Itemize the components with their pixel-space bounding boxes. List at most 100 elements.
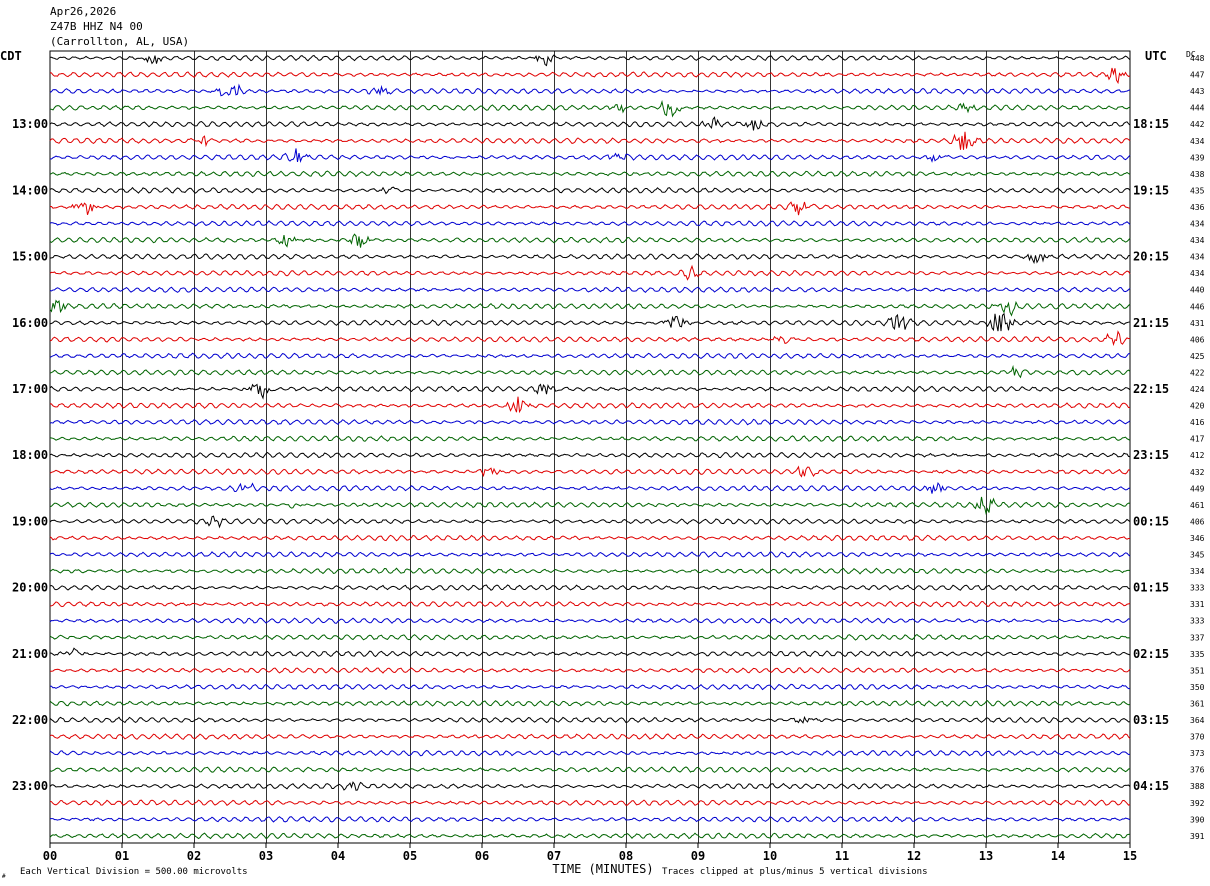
dc-offset-label: 434	[1190, 137, 1205, 146]
right-hour-label: 03:15	[1133, 713, 1169, 727]
right-hour-label: 20:15	[1133, 250, 1169, 264]
dc-offset-label: 406	[1190, 517, 1205, 526]
dc-offset-label: 434	[1190, 236, 1205, 245]
dc-offset-label: 448	[1190, 54, 1205, 63]
dc-offset-label: 370	[1190, 733, 1205, 742]
seismic-trace	[49, 617, 1131, 624]
x-tick-label: 06	[475, 849, 489, 863]
seismic-trace	[49, 131, 1131, 150]
seismic-trace	[49, 286, 1131, 294]
dc-offset-label: 447	[1190, 71, 1205, 80]
seismic-trace	[49, 220, 1131, 227]
right-hour-label: 04:15	[1133, 779, 1169, 793]
seismic-trace	[49, 186, 1131, 195]
dc-offset-label: 444	[1190, 104, 1205, 113]
seismic-trace	[49, 496, 1131, 516]
seismic-trace	[49, 253, 1131, 265]
dc-offset-label: 333	[1190, 584, 1205, 593]
plot-frame	[49, 50, 1131, 844]
dc-offset-label: 432	[1190, 468, 1205, 477]
left-hour-label: 15:00	[12, 250, 48, 264]
corner-mark: #	[2, 873, 6, 880]
right-hour-label: 22:15	[1133, 382, 1169, 396]
right-hour-label: 00:15	[1133, 514, 1169, 528]
seismic-trace	[49, 264, 1131, 281]
x-tick-label: 04	[331, 849, 345, 863]
dc-offset-label: 417	[1190, 435, 1205, 444]
x-tick-label: 13	[979, 849, 993, 863]
dc-offset-label: 420	[1190, 402, 1205, 411]
dc-offset-label: 461	[1190, 501, 1205, 510]
seismic-trace	[49, 99, 1131, 118]
scale-note: Each Vertical Division = 500.00 microvol…	[20, 867, 248, 877]
dc-offset-label: 350	[1190, 683, 1205, 692]
dc-offset-label: 390	[1190, 815, 1205, 824]
left-hour-label: 16:00	[12, 316, 48, 330]
seismic-trace	[49, 233, 1131, 248]
dc-offset-label: 416	[1190, 418, 1205, 427]
dc-offset-label: 392	[1190, 799, 1205, 808]
right-hour-label: 23:15	[1133, 448, 1169, 462]
plot-date: Apr26,2026	[50, 5, 117, 18]
dc-offset-label: 425	[1190, 352, 1205, 361]
x-tick-label: 02	[187, 849, 201, 863]
seismic-trace	[49, 148, 1131, 163]
dc-offset-label: 412	[1190, 451, 1205, 460]
station-id: Z47B HHZ N4 00	[50, 20, 143, 33]
dc-header-label: DC	[1186, 50, 1196, 59]
dc-offset-label: 434	[1190, 253, 1205, 262]
x-tick-label: 15	[1123, 849, 1137, 863]
right-hour-label: 02:15	[1133, 647, 1169, 661]
seismic-trace	[49, 700, 1131, 707]
seismic-trace	[49, 364, 1131, 379]
seismic-trace	[49, 396, 1131, 414]
dc-offset-label: 434	[1190, 269, 1205, 278]
seismic-trace	[49, 715, 1131, 724]
seismic-trace	[49, 667, 1131, 674]
seismic-trace	[49, 551, 1131, 558]
seismic-trace	[49, 567, 1131, 575]
seismic-trace	[49, 54, 1131, 67]
dc-offset-label: 439	[1190, 153, 1205, 162]
left-hour-label: 21:00	[12, 647, 48, 661]
dc-offset-label: 346	[1190, 534, 1205, 543]
seismic-trace	[49, 515, 1131, 529]
seismic-trace	[49, 330, 1131, 347]
dc-offset-label: 337	[1190, 633, 1205, 642]
left-timezone-label: CDT	[0, 49, 22, 63]
dc-offset-label: 443	[1190, 87, 1205, 96]
dc-offset-label: 434	[1190, 220, 1205, 229]
dc-offset-label: 361	[1190, 699, 1205, 708]
x-tick-label: 07	[547, 849, 561, 863]
seismic-trace	[49, 435, 1131, 442]
left-hour-label: 22:00	[12, 713, 48, 727]
x-tick-label: 08	[619, 849, 633, 863]
right-timezone-label: UTC	[1145, 49, 1167, 63]
dc-offset-label: 449	[1190, 484, 1205, 493]
dc-offset-label: 376	[1190, 766, 1205, 775]
seismic-trace	[49, 67, 1131, 85]
x-tick-label: 09	[691, 849, 705, 863]
seismic-trace	[49, 733, 1131, 740]
dc-offset-label: 345	[1190, 551, 1205, 560]
dc-offset-label: 333	[1190, 617, 1205, 626]
dc-offset-label: 335	[1190, 650, 1205, 659]
left-hour-label: 17:00	[12, 382, 48, 396]
seismic-trace	[49, 584, 1131, 592]
dc-offset-label: 436	[1190, 203, 1205, 212]
dc-offset-label: 334	[1190, 567, 1205, 576]
dc-offset-label: 446	[1190, 302, 1205, 311]
seismic-trace	[49, 816, 1131, 823]
dc-offset-label: 422	[1190, 368, 1205, 377]
x-tick-label: 01	[115, 849, 129, 863]
x-tick-label: 05	[403, 849, 417, 863]
x-tick-label: 11	[835, 849, 849, 863]
seismic-trace	[49, 465, 1131, 478]
seismic-trace	[49, 633, 1131, 641]
seismic-trace	[49, 832, 1131, 840]
seismic-trace	[49, 312, 1131, 332]
seismic-trace	[49, 481, 1131, 494]
x-tick-label: 14	[1051, 849, 1065, 863]
seismic-trace	[49, 383, 1131, 400]
x-tick-label: 12	[907, 849, 921, 863]
